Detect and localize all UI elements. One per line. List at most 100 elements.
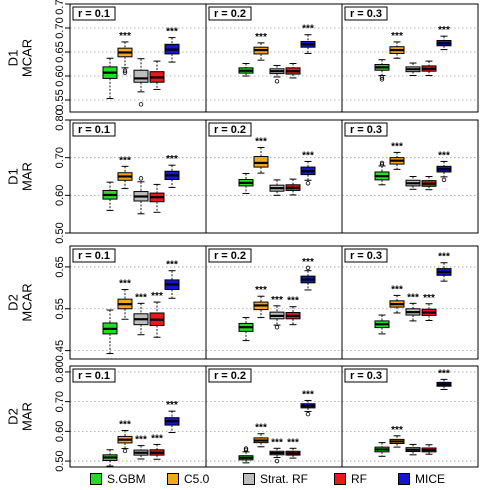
legend-label-rf: RF xyxy=(351,472,367,486)
panel-title: r = 0.2 xyxy=(208,6,252,21)
outlier-point xyxy=(379,162,385,167)
legend-item-mice: MICE xyxy=(398,472,445,486)
box-strat-rf xyxy=(405,443,421,456)
panel-title-box xyxy=(72,6,116,21)
box-rf: *** xyxy=(285,296,301,326)
panel-d2-mar-r-0-3: *** *** r = 0.3 xyxy=(341,365,479,468)
box-strat-rf: *** xyxy=(405,292,421,322)
box-c5-0: *** xyxy=(389,141,405,170)
box-strat-rf xyxy=(133,58,149,107)
panel-title-text: r = 0.3 xyxy=(350,250,382,262)
box-mice: *** xyxy=(300,24,316,54)
box-s-gbm xyxy=(102,309,118,355)
outlier-point xyxy=(274,458,280,464)
box-rf xyxy=(149,60,165,90)
legend-swatch-rf xyxy=(334,473,346,485)
box-s-gbm xyxy=(374,59,390,82)
panel-title-box xyxy=(208,248,252,263)
box-mice: *** xyxy=(164,260,180,299)
significance-label: *** xyxy=(438,25,450,36)
significance-label: *** xyxy=(166,27,178,38)
panel-title: r = 0.1 xyxy=(72,6,116,21)
box-mice: *** xyxy=(300,150,316,186)
significance-label: *** xyxy=(407,292,419,303)
significance-label: *** xyxy=(119,155,131,166)
significance-label: *** xyxy=(302,24,314,35)
row-label-line: D2 xyxy=(5,408,20,425)
y-tick-label: 0.50 xyxy=(54,222,66,243)
significance-label: *** xyxy=(287,437,299,448)
y-tick-label: 0.60 xyxy=(54,421,66,442)
box-mice: *** xyxy=(164,27,180,63)
panel-title: r = 0.2 xyxy=(208,248,252,263)
y-tick-label: 0.65 xyxy=(54,41,66,62)
box-body xyxy=(253,156,269,168)
box-strat-rf: *** xyxy=(269,295,285,330)
outlier-point xyxy=(122,68,128,73)
box-rf xyxy=(285,178,301,196)
y-tick-label: 0.60 xyxy=(54,65,66,86)
panel-title: r = 0.2 xyxy=(208,122,252,137)
outlier-point xyxy=(305,411,311,417)
y-tick-label: 0.70 xyxy=(54,17,66,38)
significance-label: *** xyxy=(271,437,283,448)
box-c5-0: *** xyxy=(253,423,269,448)
panel-d2-mcar-r-0-3: *** *** *** *** r = 0.3 xyxy=(341,245,479,360)
outlier-point xyxy=(138,176,144,181)
y-tick-label: 0.55 xyxy=(54,89,66,110)
box-strat-rf: *** xyxy=(269,437,285,464)
box-strat-rf xyxy=(269,179,285,196)
box-mice: *** xyxy=(164,400,180,434)
panel-title: r = 0.3 xyxy=(344,6,388,21)
box-mice: *** xyxy=(164,154,180,188)
y-tick-label: 0.80 xyxy=(54,361,66,382)
panel-title: r = 0.3 xyxy=(344,248,388,263)
panel-title-text: r = 0.2 xyxy=(214,8,246,20)
panel-title-box xyxy=(208,122,252,137)
y-tick-label: 0.80 xyxy=(54,109,66,130)
legend-item-strat-rf: Strat. RF xyxy=(243,472,308,486)
box-s-gbm xyxy=(238,317,254,342)
box-c5-0: *** xyxy=(389,284,405,314)
significance-label: *** xyxy=(423,293,435,304)
outlier-point xyxy=(274,79,280,84)
significance-label: *** xyxy=(166,154,178,165)
panel-title-box xyxy=(208,6,252,21)
significance-label: *** xyxy=(135,292,147,303)
significance-label: *** xyxy=(135,435,147,446)
panel-title-text: r = 0.3 xyxy=(350,370,382,382)
y-tick-label: 0.70 xyxy=(54,147,66,168)
outlier-point xyxy=(379,160,385,166)
panel-title-text: r = 0.2 xyxy=(214,124,246,136)
panel-title: r = 0.2 xyxy=(208,368,252,383)
significance-label: *** xyxy=(166,260,178,271)
outlier-point xyxy=(138,102,144,107)
box-rf: *** xyxy=(149,291,165,338)
outlier-point xyxy=(243,446,249,451)
box-s-gbm xyxy=(102,57,118,100)
panel-frame xyxy=(341,3,479,113)
box-strat-rf xyxy=(269,64,285,84)
legend-item-rf: RF xyxy=(334,472,367,486)
panel-d2-mar-r-0-1: *** *** *** *** r = 0.1 xyxy=(69,365,207,468)
panel-title-text: r = 0.1 xyxy=(78,370,110,382)
panel-title-text: r = 0.1 xyxy=(78,124,110,136)
box-c5-0: *** xyxy=(389,425,405,448)
legend-label-sgbm: S.GBM xyxy=(107,472,146,486)
box-s-gbm xyxy=(374,442,390,457)
box-strat-rf xyxy=(405,62,421,77)
row-d2-mar: D2 MAR 0.50 0.60 0.70 0.80 *** *** *** *** r = 0.1… xyxy=(5,361,479,472)
significance-label: *** xyxy=(438,150,450,161)
outlier-point xyxy=(274,324,280,330)
box-rf xyxy=(149,183,165,213)
panel-d1-mar-r-0-2: *** *** r = 0.2 xyxy=(205,119,343,234)
y-tick-label: 0.55 xyxy=(54,298,66,319)
box-rf xyxy=(421,444,437,455)
box-body xyxy=(133,69,149,83)
legend-swatch-c50 xyxy=(167,473,179,485)
significance-label: *** xyxy=(255,285,267,296)
panel-d2-mcar-r-0-1: *** *** *** *** r = 0.1 xyxy=(69,245,207,360)
panel-d1-mcar-r-0-1: *** *** r = 0.1 xyxy=(69,3,207,113)
